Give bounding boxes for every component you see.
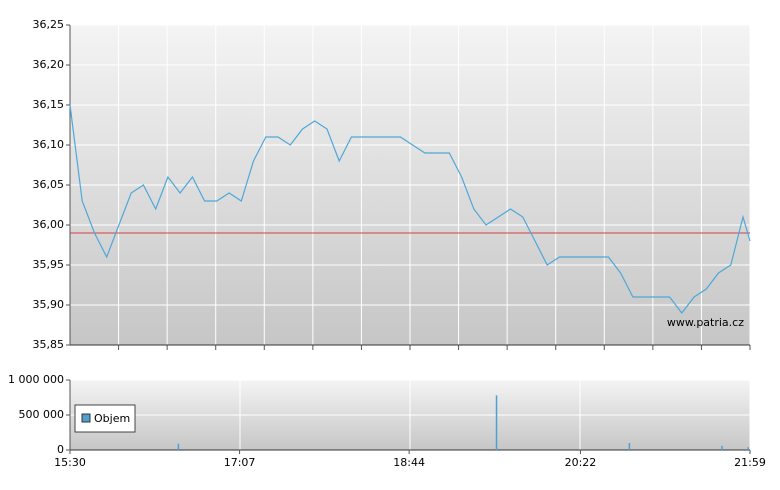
y-tick-label: 35,95 (33, 258, 65, 271)
legend: Objem (74, 404, 136, 433)
y-tick-label: 1 000 000 (8, 373, 64, 386)
x-tick-label: 20:22 (565, 456, 597, 469)
y-tick-label: 0 (57, 443, 64, 456)
volume-bar (721, 445, 723, 450)
y-tick-label: 500 000 (19, 408, 65, 421)
volume-bar (747, 447, 750, 450)
x-tick-label: 17:07 (224, 456, 256, 469)
y-tick-label: 36,20 (33, 58, 65, 71)
y-tick-label: 36,10 (33, 138, 65, 151)
x-tick-label: 21:59 (734, 456, 766, 469)
volume-bar (628, 443, 631, 450)
legend-label: Objem (94, 412, 130, 425)
y-tick-label: 35,90 (33, 298, 65, 311)
volume-bar (177, 443, 180, 450)
x-tick-label: 18:44 (393, 456, 425, 469)
y-tick-label: 36,25 (33, 18, 65, 31)
volume-bar (495, 395, 498, 450)
price-line (69, 104, 751, 314)
y-tick-label: 36,05 (33, 178, 65, 191)
x-tick-label: 15:30 (54, 456, 86, 469)
y-tick-label: 36,00 (33, 218, 65, 231)
y-tick-label: 36,15 (33, 98, 65, 111)
legend-swatch (81, 413, 91, 423)
watermark: www.patria.cz (667, 316, 744, 329)
y-tick-label: 35,85 (33, 338, 65, 351)
